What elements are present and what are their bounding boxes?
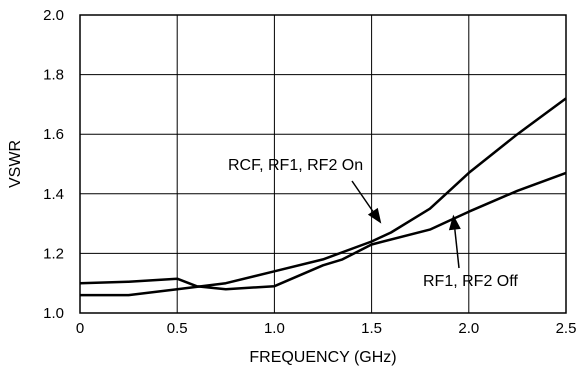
y-axis-label: VSWR — [7, 140, 24, 188]
annotation-label-1: RCF, RF1, RF2 On — [228, 157, 363, 174]
y-tick-label: 1.8 — [43, 67, 64, 84]
x-tick-label: 1.0 — [264, 320, 285, 337]
tick-labels: 0 0.5 1.0 1.5 2.0 2.5 1.0 1.2 1.4 1.6 1.8 2.0 — [43, 7, 576, 337]
annotation-arrow-shaft-1 — [351, 180, 374, 212]
x-tick-label: 2.5 — [556, 320, 577, 337]
x-axis-label: FREQUENCY (GHz) — [249, 349, 396, 366]
plot-frame — [79, 14, 567, 314]
series-lines — [79, 97, 567, 297]
series-line-1 — [80, 97, 567, 297]
annotation-label-2: RF1, RF2 Off — [423, 273, 518, 290]
x-tick-label: 0.5 — [167, 320, 188, 337]
y-tick-label: 1.6 — [43, 126, 64, 143]
y-tick-label: 1.2 — [43, 245, 64, 262]
annotation-arrow-head-2 — [448, 214, 461, 231]
series-line-2 — [79, 171, 567, 291]
x-tick-label: 1.5 — [361, 320, 382, 337]
y-tick-label: 1.4 — [43, 186, 64, 203]
annotations: RCF, RF1, RF2 On RF1, RF2 Off — [228, 157, 518, 290]
x-tick-label: 0 — [76, 320, 84, 337]
y-tick-label: 2.0 — [43, 7, 64, 24]
x-tick-label: 2.0 — [458, 320, 479, 337]
y-tick-label: 1.0 — [43, 305, 64, 322]
annotation-arrow-head-1 — [367, 207, 382, 224]
annotation-arrow-shaft-2 — [454, 229, 460, 269]
